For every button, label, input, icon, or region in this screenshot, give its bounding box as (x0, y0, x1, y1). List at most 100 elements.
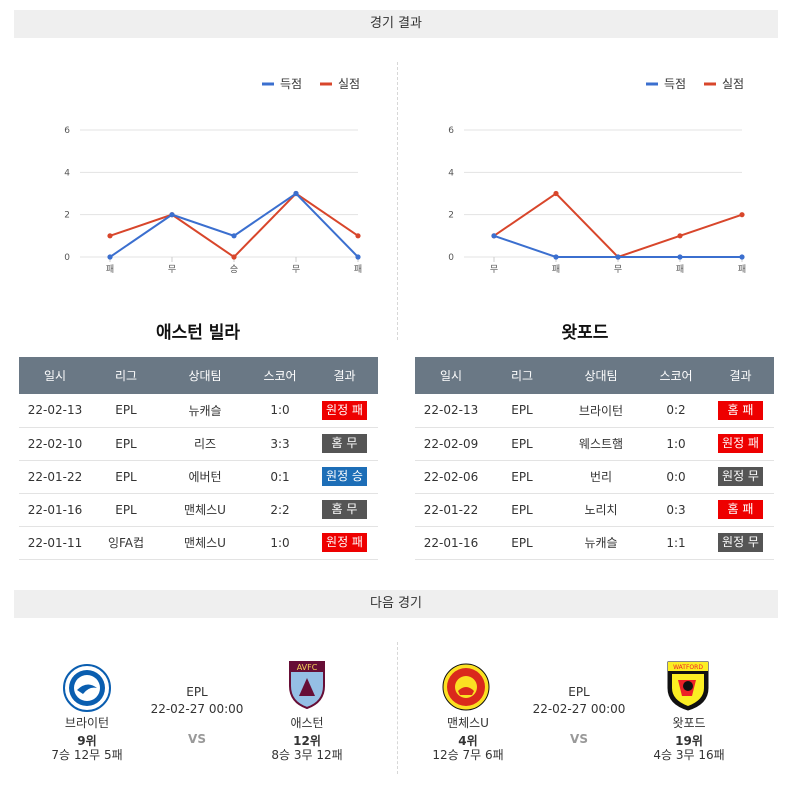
chart-aston-villa: 득점 실점 0 2 4 6 패 무 승 무 패 (20, 60, 380, 280)
team-name-watford: 왓포드 (561, 323, 609, 343)
cell-date: 22-02-10 (19, 427, 91, 461)
cell-league: EPL (91, 460, 161, 494)
aston-villa-logo: AVFC (287, 660, 327, 710)
cell-date: 22-01-16 (415, 526, 487, 560)
next-away-team-record: 8승 3무 12패 (271, 748, 343, 762)
cell-result: 홈 무 (311, 493, 378, 527)
cell-result: 홈 무 (311, 427, 378, 461)
y-tick-label: 4 (448, 168, 454, 178)
x-tick-label: 무 (168, 264, 176, 275)
cell-date: 22-02-13 (415, 394, 487, 428)
y-tick-label: 6 (448, 126, 454, 136)
vs-label-2: VS (570, 732, 588, 746)
cell-league: EPL (487, 427, 557, 461)
y-tick-label: 2 (64, 211, 70, 221)
scored-point (355, 254, 361, 260)
scored-point (107, 254, 113, 260)
scored-point (491, 233, 497, 239)
next-match-datetime: 22-02-27 00:00 (150, 702, 244, 716)
scored-point (293, 190, 299, 197)
y-tick-label: 0 (448, 253, 454, 263)
cell-score: 2:2 (249, 493, 311, 527)
cell-result: 원정 승 (311, 460, 378, 494)
result-badge: 원정 무 (718, 467, 763, 486)
next-away-team-rank-2: 19위 (675, 734, 703, 748)
table-row: 22-02-09 EPL 웨스트햄 1:0 원정 패 (415, 427, 774, 461)
cell-opp: 리즈 (161, 427, 249, 461)
next-match-datetime-2: 22-02-27 00:00 (532, 702, 626, 716)
table-row: 22-01-16 EPL 뉴캐슬 1:1 원정 무 (415, 526, 774, 560)
column-header: 리그 (487, 357, 557, 394)
cell-date: 22-01-16 (19, 493, 91, 527)
result-badge: 원정 패 (322, 533, 367, 552)
line-chart-svg: 득점 실점 0 2 4 6 패 무 승 무 패 (64, 77, 362, 275)
next-away-team-name: 애스턴 (290, 716, 324, 730)
cell-league: 잉FA컵 (91, 526, 161, 560)
cell-score: 1:0 (645, 427, 707, 461)
column-header: 결과 (311, 357, 378, 394)
column-header: 스코어 (249, 357, 311, 394)
scored-point (169, 212, 175, 218)
column-header: 스코어 (645, 357, 707, 394)
x-tick-label: 패 (106, 264, 114, 275)
cell-score: 1:0 (249, 526, 311, 560)
legend-label: 실점 (338, 77, 360, 91)
next-home-team-rank-2: 4위 (458, 734, 478, 748)
watford-logo: WATFORD (666, 660, 710, 712)
cell-result: 원정 패 (311, 394, 378, 428)
cell-result: 홈 패 (707, 493, 774, 527)
cell-date: 22-01-22 (19, 460, 91, 494)
cell-opp: 맨체스U (161, 493, 249, 527)
cell-league: EPL (487, 493, 557, 527)
result-badge: 홈 무 (322, 500, 367, 519)
results-table-aston-villa: 일시 리그 상대팀 스코어 결과 22-02-13 EPL 뉴캐슬 1:0 원정 패 22-02-1… (19, 357, 378, 560)
next-away-team-rank: 12위 (293, 734, 321, 748)
y-tick-label: 2 (448, 211, 454, 221)
conceded-series-line (109, 192, 359, 259)
table-row: 22-02-13 EPL 뉴캐슬 1:0 원정 패 (19, 394, 378, 428)
next-match-league-2: EPL (568, 685, 590, 699)
cell-opp: 뉴캐슬 (557, 526, 645, 560)
next-home-team-name: 브라이턴 (64, 716, 110, 730)
cell-league: EPL (487, 394, 557, 428)
x-tick-label: 무 (490, 264, 498, 275)
next-home-team-name-2: 맨체스U (447, 716, 489, 730)
manchester-united-logo (441, 662, 491, 712)
result-badge: 홈 무 (322, 434, 367, 453)
column-header: 일시 (19, 357, 91, 394)
cell-opp: 에버턴 (161, 460, 249, 494)
conceded-series-line (493, 192, 743, 259)
result-badge: 원정 승 (322, 467, 367, 486)
cell-opp: 브라이턴 (557, 394, 645, 428)
conceded-point (553, 190, 559, 197)
column-header: 상대팀 (557, 357, 645, 394)
next-match-league: EPL (186, 685, 208, 699)
scored-series-line (493, 234, 742, 258)
conceded-point (739, 212, 745, 218)
next-section-divider (397, 642, 398, 774)
column-header: 상대팀 (161, 357, 249, 394)
cell-result: 원정 무 (707, 460, 774, 494)
table-row: 22-01-22 EPL 에버턴 0:1 원정 승 (19, 460, 378, 494)
section-divider (397, 62, 398, 340)
cell-date: 22-01-22 (415, 493, 487, 527)
x-tick-label: 승 (230, 264, 238, 275)
brighton-logo (63, 664, 111, 712)
scored-series-line (109, 192, 359, 258)
legend-label: 득점 (664, 77, 686, 91)
conceded-point (355, 233, 361, 239)
x-tick-label: 패 (354, 264, 362, 275)
chart-watford: 득점 실점 0 2 4 6 무 패 무 패 패 (404, 60, 764, 280)
next-home-team-record-2: 12승 7무 6패 (432, 748, 504, 762)
column-header: 리그 (91, 357, 161, 394)
next-home-team-rank: 9위 (77, 734, 97, 748)
cell-date: 22-01-11 (19, 526, 91, 560)
scored-point (231, 233, 237, 239)
conceded-point (231, 254, 237, 260)
conceded-point (107, 233, 113, 239)
cell-opp: 웨스트햄 (557, 427, 645, 461)
x-tick-label: 패 (552, 264, 560, 275)
result-badge: 원정 무 (718, 533, 763, 552)
cell-score: 0:1 (249, 460, 311, 494)
cell-date: 22-02-09 (415, 427, 487, 461)
